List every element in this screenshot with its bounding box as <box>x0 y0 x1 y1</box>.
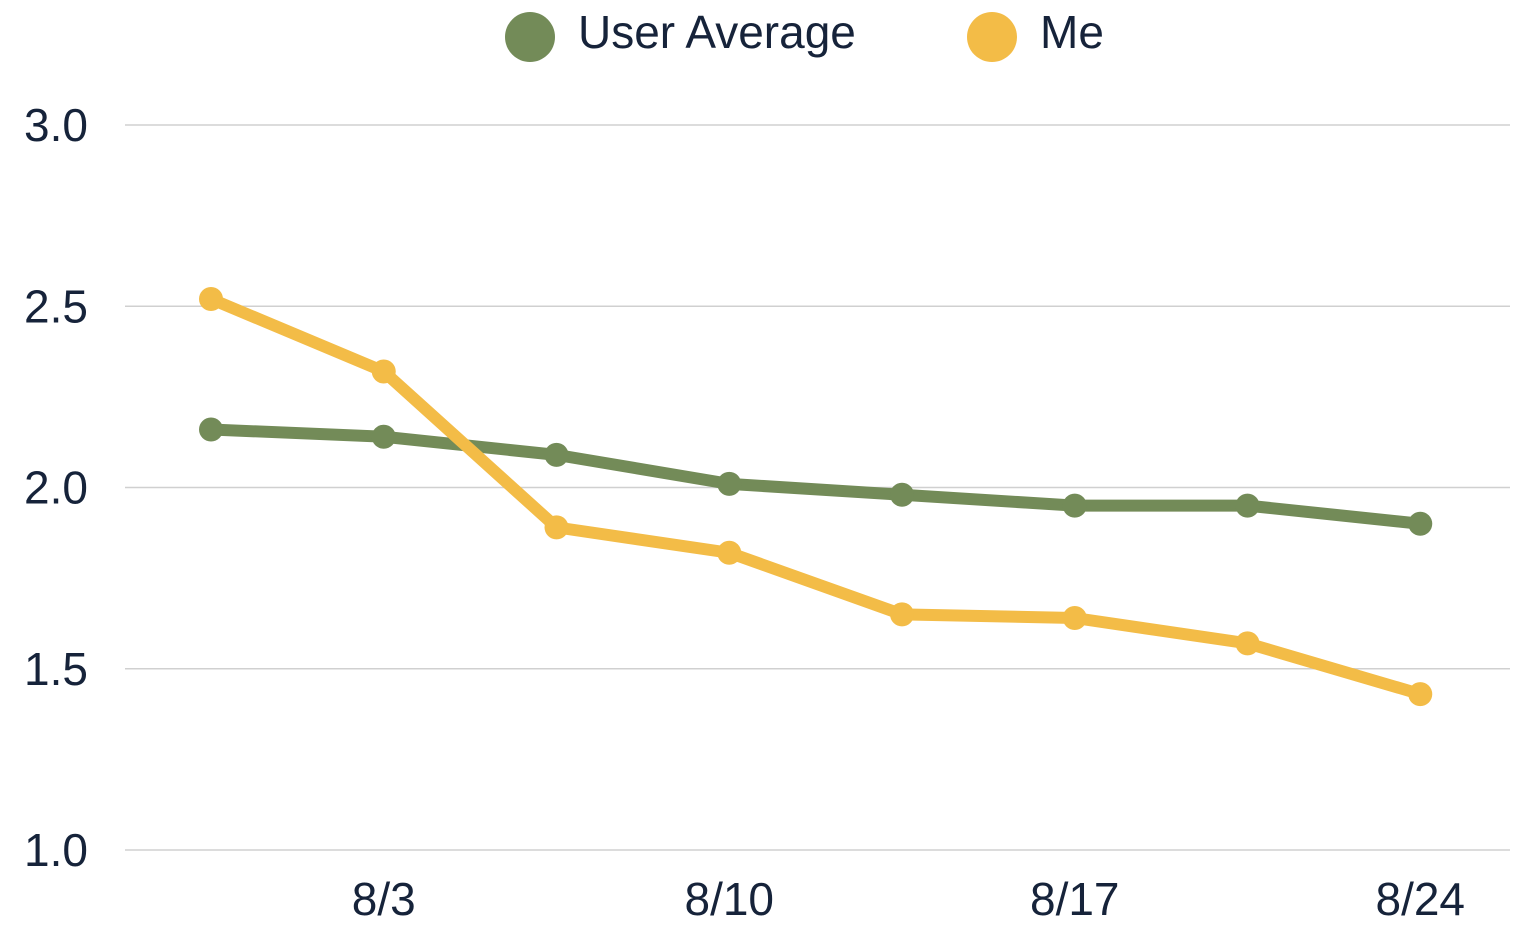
data-point-me <box>544 515 569 540</box>
y-tick-label: 3.0 <box>24 99 88 151</box>
legend-marker-user-average <box>505 12 555 62</box>
data-point-user-average <box>1408 511 1433 536</box>
data-point-user-average <box>371 424 396 449</box>
y-tick-label: 2.0 <box>24 462 88 514</box>
data-point-user-average <box>717 471 742 496</box>
data-point-me <box>1062 606 1087 630</box>
data-point-user-average <box>199 417 223 442</box>
data-point-user-average <box>544 442 569 467</box>
y-axis: 1.0 1.5 2.0 2.5 3.0 <box>24 99 88 876</box>
data-point-me <box>1235 631 1260 656</box>
y-tick-label: 1.0 <box>24 824 88 876</box>
series-lines <box>199 287 1433 707</box>
data-point-user-average <box>890 482 914 507</box>
data-point-me <box>890 602 914 627</box>
legend-label-me: Me <box>1040 6 1104 58</box>
series-me <box>199 287 1433 707</box>
x-tick-label: 8/24 <box>1375 873 1465 925</box>
y-tick-label: 1.5 <box>24 643 88 695</box>
data-point-me <box>199 287 223 311</box>
x-tick-label: 8/17 <box>1030 873 1120 925</box>
data-point-me <box>371 359 396 384</box>
x-axis: 8/3 8/10 8/17 8/24 <box>352 873 1465 925</box>
x-tick-label: 8/3 <box>352 873 416 925</box>
legend-marker-me <box>967 12 1017 62</box>
data-point-me <box>717 540 742 565</box>
data-point-user-average <box>1062 493 1087 518</box>
legend: User Average Me <box>505 6 1104 62</box>
legend-label-user-average: User Average <box>578 6 856 58</box>
data-point-me <box>1408 682 1433 707</box>
series-user-average <box>199 417 1433 536</box>
x-tick-label: 8/10 <box>684 873 774 925</box>
y-tick-label: 2.5 <box>24 280 88 332</box>
series-line-me <box>205 293 1427 701</box>
series-line-user-average <box>205 423 1427 530</box>
data-point-user-average <box>1235 493 1260 518</box>
